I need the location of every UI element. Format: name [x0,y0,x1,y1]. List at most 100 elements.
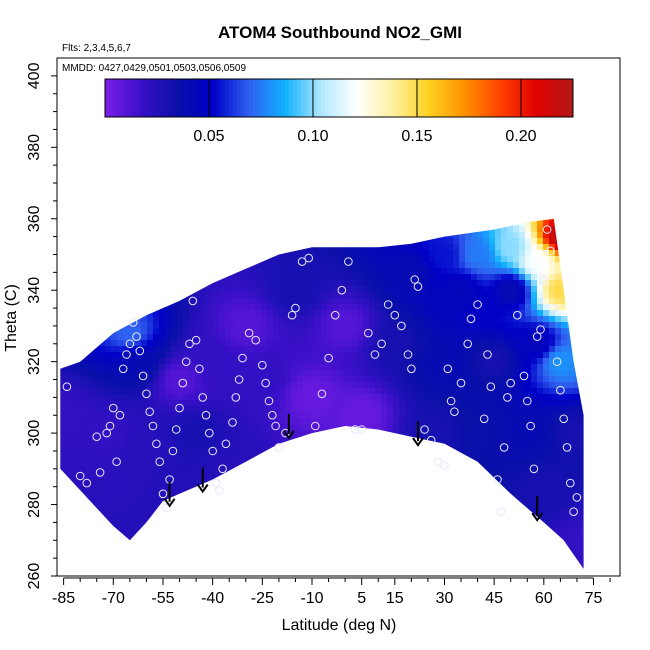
field-cell [303,448,309,454]
field-cell [81,304,87,310]
field-cell [195,262,201,268]
field-cell [87,148,93,154]
field-cell [63,478,69,484]
field-cell [81,106,87,112]
field-cell [81,76,87,82]
field-cell [315,220,321,226]
field-cell [321,58,327,64]
field-cell [69,226,75,232]
field-cell [357,268,363,274]
field-cell [261,334,267,340]
field-cell [279,178,285,184]
field-cell [123,478,129,484]
field-cell [105,190,111,196]
field-cell [279,412,285,418]
field-cell [243,208,249,214]
field-cell [267,424,273,430]
field-cell [177,514,183,520]
field-cell [303,328,309,334]
field-cell [147,466,153,472]
field-cell [60,406,63,412]
field-cell [75,520,81,526]
field-cell [201,532,207,538]
field-cell [171,460,177,466]
field-cell [363,460,369,466]
field-cell [69,430,75,436]
field-cell [375,376,381,382]
field-cell [57,172,63,178]
field-cell [99,76,105,82]
field-cell [261,286,267,292]
field-cell [105,436,111,442]
field-cell [393,358,399,364]
field-cell [111,328,117,334]
field-cell [303,148,309,154]
field-cell [219,160,225,166]
field-cell [117,244,123,250]
field-cell [327,268,333,274]
field-cell [189,178,195,184]
field-cell [351,574,357,580]
field-cell [393,238,399,244]
field-cell [381,196,387,202]
field-cell [117,280,123,286]
field-cell [213,190,219,196]
field-cell [315,550,321,556]
field-cell [93,142,99,148]
field-cell [339,400,345,406]
field-cell [333,364,339,370]
field-cell [213,382,219,388]
field-cell [339,514,345,520]
field-cell [393,304,399,310]
field-cell [309,118,315,124]
field-cell [327,262,333,268]
field-cell [303,472,309,478]
field-cell [387,190,393,196]
field-cell [231,322,237,328]
field-cell [87,520,93,526]
field-cell [273,340,279,346]
field-cell [105,244,111,250]
field-cell [243,190,249,196]
field-cell [57,82,63,88]
field-cell [339,448,345,454]
field-cell [135,508,141,514]
field-cell [63,142,69,148]
field-cell [285,218,291,220]
field-cell [93,218,99,220]
field-cell [183,502,189,508]
field-cell [99,556,105,562]
field-cell [105,226,111,232]
field-cell [99,388,105,394]
field-cell [171,322,177,328]
field-cell [333,418,339,424]
field-cell [123,460,129,466]
field-cell [231,556,237,562]
field-cell [327,502,333,508]
field-cell [357,124,363,130]
field-cell [333,574,339,580]
field-cell [333,292,339,298]
field-cell [321,346,327,352]
field-cell [159,550,165,556]
field-cell [117,574,123,580]
field-cell [81,256,87,262]
field-cell [237,436,243,442]
field-cell [321,496,327,502]
field-cell [195,238,201,244]
field-cell [333,484,339,490]
field-cell [141,418,147,424]
field-cell [393,526,399,532]
field-cell [393,190,399,196]
field-cell [273,298,279,304]
field-cell [363,514,369,520]
field-cell [81,292,87,298]
field-cell [237,562,243,568]
field-cell [99,526,105,532]
field-cell [297,196,303,202]
field-cell [111,208,117,214]
field-cell [375,460,381,466]
field-cell [111,166,117,172]
field-cell [309,418,315,424]
field-cell [249,556,255,562]
